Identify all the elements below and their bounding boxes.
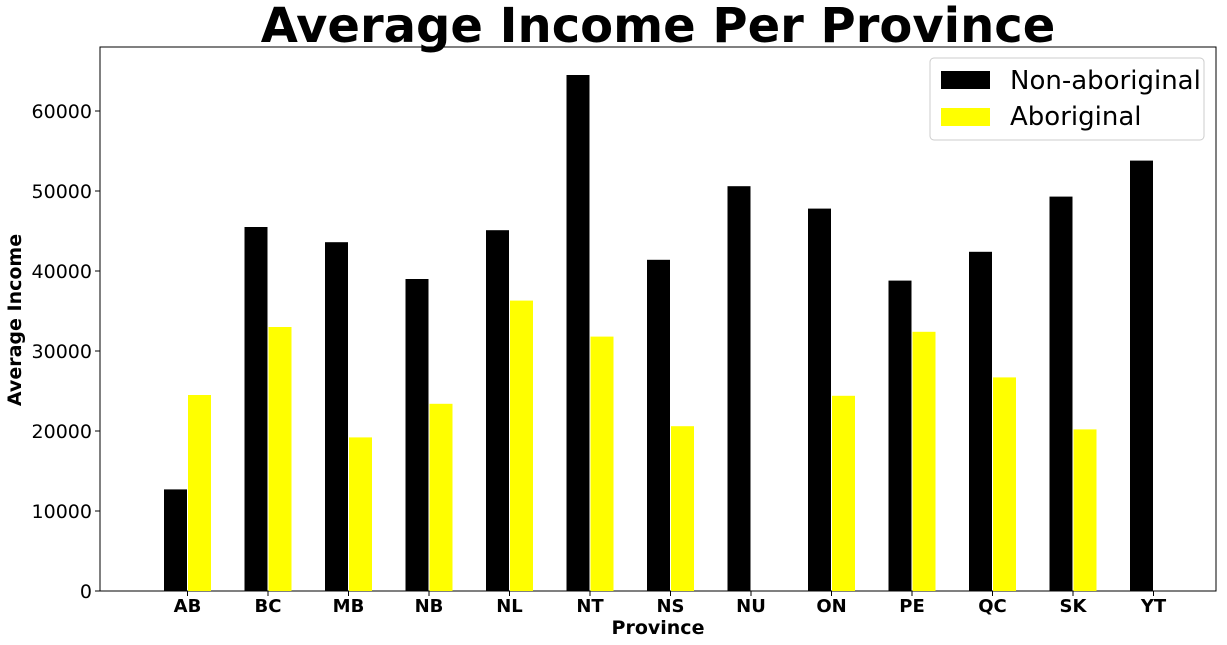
x-tick-label-qc: QC: [978, 596, 1007, 617]
y-tick-label: 10000: [32, 501, 92, 523]
x-tick-label-nt: NT: [576, 596, 604, 617]
bar-aboriginal-pe: [912, 331, 936, 591]
bar-non-aboriginal-nt: [566, 75, 590, 591]
y-tick-label: 60000: [32, 101, 92, 123]
x-axis-ticks: AB BC MB NB NL NT NS NU ON PE QC SK YT: [174, 591, 1167, 617]
bar-non-aboriginal-nu: [727, 186, 751, 591]
bar-non-aboriginal-nb: [405, 279, 429, 591]
bar-aboriginal-sk: [1073, 429, 1097, 591]
bar-aboriginal-ns: [671, 426, 694, 591]
bar-non-aboriginal-yt: [1130, 160, 1153, 591]
x-tick-label-sk: SK: [1060, 596, 1088, 617]
bar-non-aboriginal-sk: [1049, 196, 1073, 591]
y-tick-label: 40000: [32, 261, 92, 283]
y-tick-label: 30000: [32, 341, 92, 363]
y-tick-label: 20000: [32, 421, 92, 443]
y-tick-label: 0: [80, 581, 92, 603]
x-tick-label-pe: PE: [899, 596, 925, 617]
bar-non-aboriginal-mb: [325, 242, 348, 591]
bar-aboriginal-nl: [510, 300, 533, 591]
y-axis-ticks: 0 10000 20000 30000 40000 50000 60000: [32, 101, 100, 603]
x-tick-label-yt: YT: [1140, 596, 1167, 617]
bar-non-aboriginal-ab: [164, 489, 187, 591]
legend-label-aboriginal: Aboriginal: [1010, 102, 1141, 132]
x-tick-label-ab: AB: [174, 596, 202, 617]
bar-non-aboriginal-nl: [486, 230, 509, 591]
x-tick-label-nb: NB: [415, 596, 444, 617]
x-tick-label-nl: NL: [496, 596, 523, 617]
bar-non-aboriginal-bc: [244, 227, 268, 591]
x-tick-label-bc: BC: [255, 596, 282, 617]
x-tick-label-ns: NS: [656, 596, 684, 617]
bar-non-aboriginal-qc: [969, 251, 992, 592]
bar-aboriginal-ab: [188, 395, 211, 591]
bar-aboriginal-mb: [349, 437, 372, 591]
bar-aboriginal-nb: [429, 403, 453, 591]
bar-aboriginal-qc: [993, 377, 1016, 591]
legend-label-non-aboriginal: Non-aboriginal: [1010, 66, 1201, 96]
bar-non-aboriginal-on: [808, 208, 831, 591]
bar-aboriginal-bc: [268, 327, 292, 591]
bars-group: [164, 75, 1153, 592]
legend: Non-aboriginal Aboriginal: [929, 57, 1205, 141]
bar-non-aboriginal-ns: [647, 259, 670, 591]
legend-swatch-aboriginal: [941, 108, 990, 126]
x-tick-label-on: ON: [816, 596, 846, 617]
y-axis-label: Average Income: [4, 234, 26, 406]
legend-swatch-non-aboriginal: [941, 71, 990, 89]
legend-frame: [929, 57, 1205, 141]
chart-title: Average Income Per Province: [261, 0, 1056, 54]
bar-aboriginal-nt: [590, 336, 614, 591]
bar-non-aboriginal-pe: [888, 280, 912, 591]
x-tick-label-mb: MB: [333, 596, 365, 617]
x-axis-label: Province: [612, 617, 705, 639]
y-tick-label: 50000: [32, 181, 92, 203]
bar-aboriginal-on: [832, 395, 855, 591]
x-tick-label-nu: NU: [736, 596, 766, 617]
